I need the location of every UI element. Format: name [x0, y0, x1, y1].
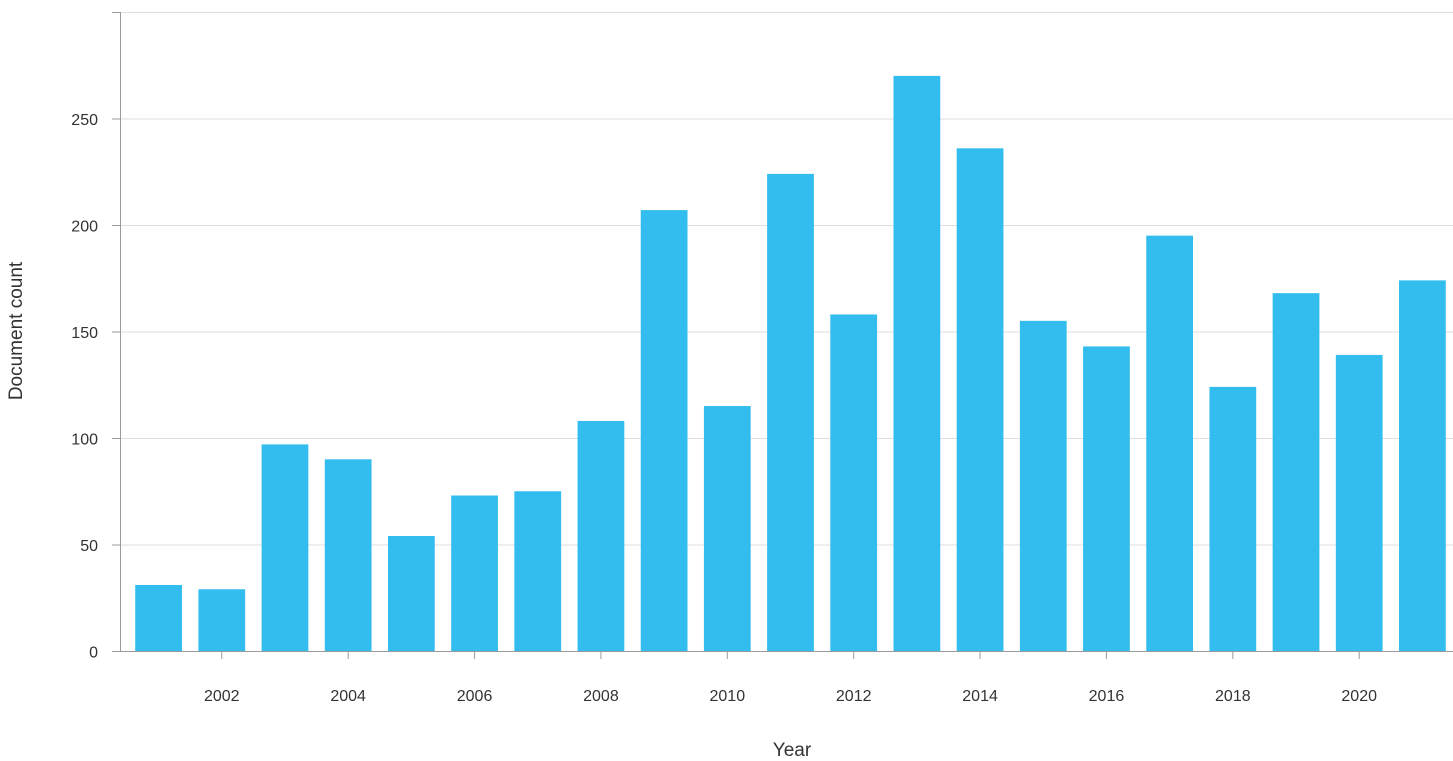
x-tick-label-2002: 2002 [204, 688, 240, 705]
x-axis-title: Year [773, 740, 812, 761]
x-tick-label-2010: 2010 [710, 688, 746, 705]
bar-2001 [135, 584, 182, 651]
bar-2013 [893, 75, 941, 651]
bar-2021 [1399, 280, 1446, 651]
bar-2020 [1335, 354, 1383, 651]
bar-2009 [640, 210, 688, 651]
y-tick-label: 100 [71, 432, 98, 449]
bar-2003 [261, 444, 309, 651]
x-tick-label-2014: 2014 [962, 688, 998, 705]
bar-2015 [1019, 320, 1067, 651]
bar-2014 [956, 148, 1004, 651]
bar-2018 [1209, 386, 1257, 651]
x-tick-label-2008: 2008 [583, 688, 619, 705]
y-tick-label: 50 [80, 538, 98, 555]
bar-2019 [1272, 293, 1320, 651]
bar-2010 [703, 406, 751, 651]
x-tick-label-2016: 2016 [1089, 688, 1125, 705]
bar-2002 [198, 589, 246, 651]
bar-2012 [830, 314, 878, 651]
bar-2005 [387, 535, 435, 651]
y-tick-label: 200 [71, 219, 98, 236]
bar-2016 [1083, 346, 1130, 651]
bar-2007 [514, 491, 562, 651]
axes [120, 12, 1453, 652]
x-ticks: 2002 2004 2006 2008 2010 2012 2014 2016 2018 2020 [204, 651, 1377, 705]
x-tick-label-2020: 2020 [1341, 688, 1377, 705]
bar-2017 [1146, 235, 1194, 651]
y-tick-label: 0 [89, 645, 98, 662]
bar-2006 [451, 495, 498, 651]
y-tick-label: 250 [71, 112, 98, 129]
y-tick-label: 150 [71, 325, 98, 342]
y-axis-title: Document count [6, 261, 27, 400]
bar-2011 [767, 173, 814, 651]
x-tick-label-2004: 2004 [330, 688, 366, 705]
x-tick-label-2006: 2006 [457, 688, 493, 705]
x-tick-label-2012: 2012 [836, 688, 872, 705]
bars [135, 75, 1446, 651]
y-ticks: 0 50 100 150 200 250 [71, 12, 120, 662]
bar-2004 [324, 459, 372, 651]
bar-2008 [577, 420, 625, 651]
x-tick-label-2018: 2018 [1215, 688, 1251, 705]
